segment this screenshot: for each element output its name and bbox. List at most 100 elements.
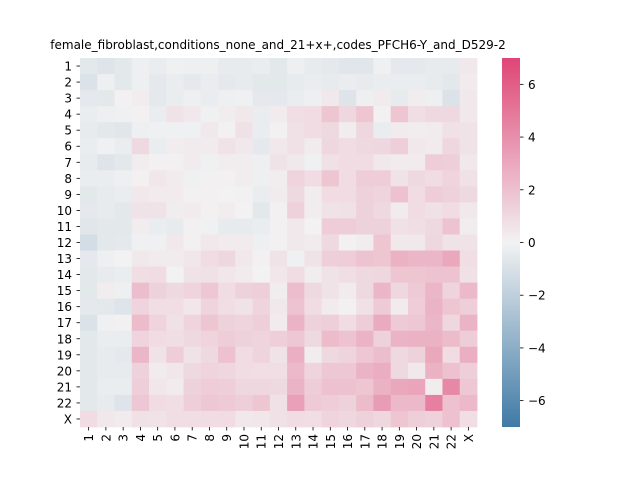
heatmap-cell: [338, 170, 357, 187]
heatmap-cell: [373, 298, 392, 316]
row-tick-label: 17: [57, 316, 72, 330]
heatmap-cell: [287, 202, 305, 219]
column-tick-label: 2: [99, 434, 113, 442]
heatmap-cell: [80, 378, 98, 396]
heatmap-cell: [321, 410, 340, 428]
heatmap-cell: [459, 154, 478, 171]
heatmap-cell: [425, 298, 443, 316]
row-tick-label: 12: [57, 236, 72, 250]
heatmap-cell: [97, 170, 115, 187]
heatmap-cell: [321, 154, 340, 171]
heatmap-cell: [407, 234, 426, 251]
heatmap-cell: [80, 74, 98, 91]
heatmap-cell: [338, 90, 357, 107]
heatmap-cell: [183, 346, 202, 364]
heatmap-cell: [442, 346, 461, 364]
heatmap-cell: [425, 186, 443, 203]
heatmap-cell: [373, 170, 392, 187]
heatmap-cell: [149, 234, 167, 251]
heatmap-cell: [97, 314, 115, 332]
row-tick-label: 6: [64, 140, 72, 154]
column-tick-label: 20: [410, 434, 424, 449]
heatmap-cell: [166, 410, 184, 428]
row-tick-label: 20: [57, 364, 72, 378]
heatmap-cell: [407, 58, 426, 75]
heatmap-cell: [235, 362, 254, 380]
heatmap-cell: [183, 282, 202, 300]
row-tick-label: 13: [57, 252, 72, 266]
heatmap-cell: [442, 122, 461, 139]
row-tick-label: 7: [64, 156, 72, 170]
heatmap-cell: [97, 106, 115, 123]
heatmap-cell: [407, 298, 426, 316]
heatmap-cell: [373, 378, 392, 396]
heatmap-cell: [235, 410, 254, 428]
heatmap-cell: [183, 362, 202, 380]
heatmap-cell: [356, 266, 374, 284]
heatmap-cell: [373, 186, 392, 203]
heatmap-cell: [269, 298, 288, 316]
heatmap-cell: [80, 346, 98, 364]
heatmap-cell: [269, 362, 288, 380]
heatmap-cell: [269, 90, 288, 107]
heatmap-cell: [373, 362, 392, 380]
heatmap-cell: [235, 186, 254, 203]
heatmap-cell: [131, 282, 150, 300]
heatmap-cell: [80, 282, 98, 300]
heatmap-cell: [131, 186, 150, 203]
heatmap-cell: [287, 378, 305, 396]
heatmap-cell: [407, 266, 426, 284]
heatmap-cell: [304, 234, 323, 251]
heatmap-cell: [356, 378, 374, 396]
heatmap-cell: [373, 282, 392, 300]
heatmap-cell: [407, 154, 426, 171]
heatmap-cell: [390, 314, 409, 332]
heatmap-cell: [131, 394, 150, 412]
heatmap-cell: [80, 314, 98, 332]
heatmap-cell: [269, 394, 288, 412]
heatmap-cell: [425, 170, 443, 187]
heatmap-cell: [166, 122, 184, 139]
heatmap-cell: [425, 250, 443, 267]
heatmap-cell: [235, 346, 254, 364]
heatmap-cell: [218, 186, 236, 203]
heatmap-cell: [269, 378, 288, 396]
heatmap-cell: [97, 90, 115, 107]
heatmap-cell: [131, 250, 150, 267]
heatmap-cell: [390, 298, 409, 316]
heatmap-cell: [390, 266, 409, 284]
heatmap-cell: [235, 106, 254, 123]
heatmap-cell: [252, 58, 271, 75]
heatmap-cell: [235, 314, 254, 332]
heatmap-cell: [131, 106, 150, 123]
heatmap-cell: [97, 282, 115, 300]
heatmap-cell: [373, 410, 392, 428]
heatmap-cell: [390, 170, 409, 187]
heatmap-cell: [304, 298, 323, 316]
heatmap-cell: [114, 138, 133, 155]
heatmap-cell: [269, 170, 288, 187]
heatmap-cell: [252, 298, 271, 316]
heatmap-cell: [407, 218, 426, 235]
heatmap-cell: [218, 362, 236, 380]
column-tick-label: 6: [168, 434, 182, 442]
heatmap-cell: [442, 266, 461, 284]
heatmap-cell: [287, 330, 305, 348]
column-tick-label: 11: [255, 434, 269, 449]
heatmap-cell: [183, 394, 202, 412]
heatmap-cell: [373, 154, 392, 171]
heatmap-cell: [373, 58, 392, 75]
heatmap-cell: [149, 266, 167, 284]
heatmap-cell: [390, 250, 409, 267]
heatmap-cell: [356, 250, 374, 267]
heatmap-cell: [442, 90, 461, 107]
heatmap-cell: [338, 378, 357, 396]
heatmap-cell: [183, 218, 202, 235]
heatmap-cell: [442, 394, 461, 412]
heatmap-cell: [287, 298, 305, 316]
heatmap-cell: [338, 346, 357, 364]
heatmap-cell: [131, 378, 150, 396]
heatmap-cell: [373, 202, 392, 219]
heatmap-cell: [149, 282, 167, 300]
heatmap-cell: [114, 90, 133, 107]
